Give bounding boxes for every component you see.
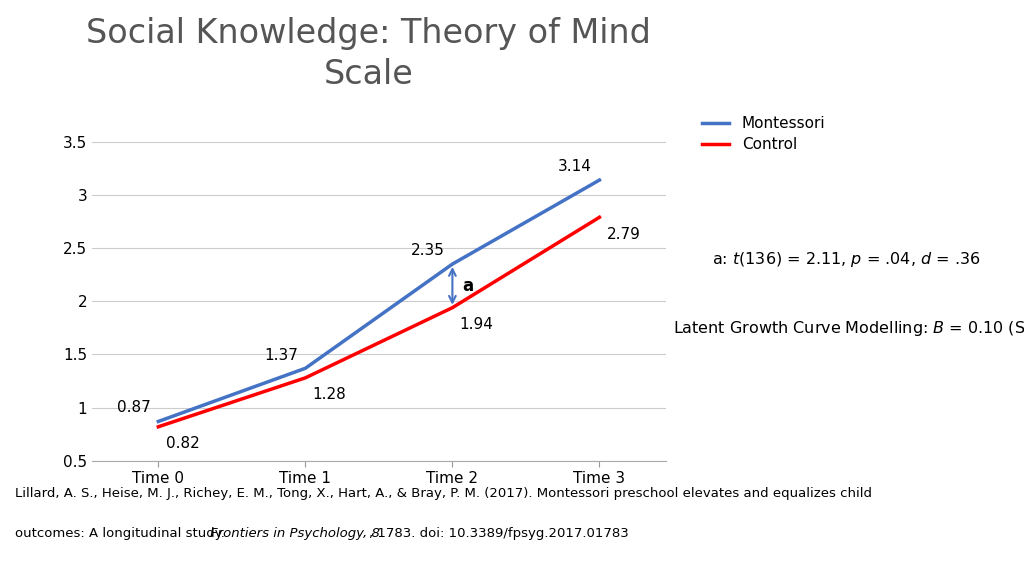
Text: Latent Growth Curve Modelling: $B$ = 0.10 (SE = 0.04), $p$ < .05: Latent Growth Curve Modelling: $B$ = 0.1… [673, 319, 1024, 338]
Text: 1.94: 1.94 [460, 317, 494, 332]
Text: Social Knowledge: Theory of Mind
Scale: Social Knowledge: Theory of Mind Scale [86, 17, 651, 91]
Text: 0.82: 0.82 [166, 437, 200, 452]
Text: 2.35: 2.35 [412, 242, 445, 257]
Text: Lillard, A. S., Heise, M. J., Richey, E. M., Tong, X., Hart, A., & Bray, P. M. (: Lillard, A. S., Heise, M. J., Richey, E.… [15, 487, 872, 500]
Text: 2.79: 2.79 [607, 227, 641, 242]
Text: 1.37: 1.37 [264, 348, 298, 363]
Text: 0.87: 0.87 [117, 400, 151, 415]
Text: outcomes: A longitudinal study.: outcomes: A longitudinal study. [15, 527, 229, 540]
Text: a: $t$(136) = 2.11, $p$ = .04, $d$ = .36: a: $t$(136) = 2.11, $p$ = .04, $d$ = .36 [712, 250, 980, 268]
Legend: Montessori, Control: Montessori, Control [701, 116, 825, 152]
Text: , 1783. doi: 10.3389/fpsyg.2017.01783: , 1783. doi: 10.3389/fpsyg.2017.01783 [369, 527, 629, 540]
Text: a: a [463, 277, 474, 295]
Text: Frontiers in Psychology, 8: Frontiers in Psychology, 8 [210, 527, 380, 540]
Text: 1.28: 1.28 [312, 388, 346, 403]
Text: 3.14: 3.14 [558, 158, 592, 174]
